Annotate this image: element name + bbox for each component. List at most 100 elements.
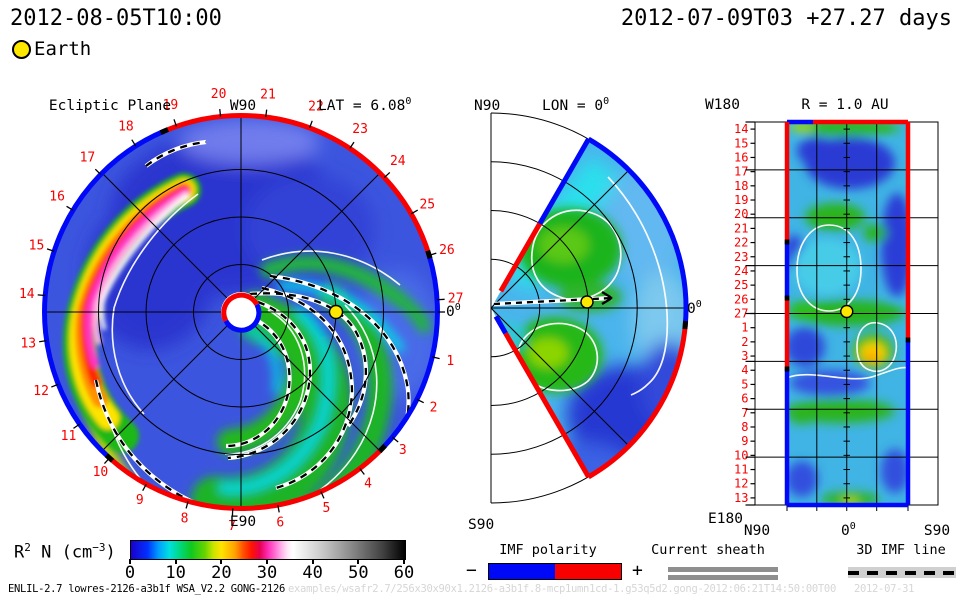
row-number: 2 (741, 335, 748, 349)
row-number: 4 (741, 363, 748, 377)
imf-polarity-title: IMF polarity (499, 542, 597, 558)
colorbar-tick (174, 559, 177, 564)
colorbar-tick-label: 10 (165, 563, 186, 583)
current-sheath-bar-2 (668, 575, 778, 580)
rotation-number: 22 (308, 100, 324, 115)
rotation-tick (383, 171, 391, 179)
colorbar-tick-label: 50 (348, 563, 369, 583)
rotation-tick (51, 383, 59, 388)
row-number: 24 (734, 264, 748, 278)
colorbar-tick (357, 559, 360, 564)
imf-negative-swatch (489, 564, 555, 579)
imf-positive-swatch (555, 564, 621, 579)
rotation-number: 16 (49, 190, 65, 205)
rotation-number: 18 (118, 119, 134, 134)
meridional-panel: N90 LON = 00 S90 00 (468, 96, 702, 533)
rotation-tick (39, 340, 47, 343)
ecliptic-polarity-rim (42, 113, 440, 511)
row-number: 23 (734, 250, 748, 264)
imf-plus-sign: + (632, 560, 643, 581)
rotation-tick (103, 457, 110, 465)
imf-line-dashes (848, 571, 956, 575)
rotation-number: 1 (446, 354, 454, 369)
row-number: 20 (734, 207, 748, 221)
rotation-tick (66, 205, 74, 211)
rotation-number: 19 (163, 98, 179, 113)
row-number: 11 (734, 463, 748, 477)
radial-title: R = 1.0 AU (801, 97, 888, 113)
row-number: 1 (741, 321, 748, 335)
row-number: 3 (741, 349, 748, 363)
rotation-number: 6 (276, 515, 284, 530)
rotation-number: 25 (419, 198, 435, 213)
radial-zero-deg-label: 00 (841, 521, 856, 539)
earth-marker-radial (840, 304, 854, 319)
colorbar-tick (266, 559, 268, 564)
rotation-number: 7 (228, 519, 236, 534)
rotation-number: 26 (439, 243, 455, 258)
watermark: examples/wsafr2.7/256x30x90x1.2126-a3b1f… (288, 583, 915, 595)
rotation-number: 21 (260, 88, 276, 103)
colorbar-gradient (130, 540, 406, 560)
rotation-number: 20 (211, 87, 227, 102)
colorbar-label: R2 N (cm−3) (14, 541, 116, 563)
rotation-tick (359, 468, 365, 475)
row-number: 19 (734, 193, 748, 207)
radial-contours (787, 224, 908, 380)
rotation-tick (416, 398, 425, 404)
rotation-tick (185, 501, 189, 509)
row-number: 5 (741, 377, 748, 391)
rotation-number: 23 (352, 122, 368, 137)
current-datetime: 2012-08-05T10:00 (10, 6, 222, 31)
rotation-number: 5 (322, 501, 330, 516)
row-number: 7 (741, 406, 748, 420)
row-number: 8 (741, 420, 748, 434)
rotation-number: 2 (430, 401, 438, 416)
radial-row-axis: 1415161718192021222324252627123456789101… (734, 121, 755, 506)
colorbar-tick-label: 40 (302, 563, 323, 583)
colorbar-tick-label: 30 (256, 563, 278, 583)
rotation-number: 24 (390, 154, 406, 169)
rotation-number: 10 (93, 465, 109, 480)
rotation-tick (432, 356, 440, 360)
imf-minus-sign: − (466, 560, 477, 581)
row-number: 25 (734, 278, 748, 292)
model-info: ENLIL-2.7 lowres-2126-a3b1f WSA_V2.2 GON… (8, 583, 285, 595)
row-number: 10 (734, 448, 748, 462)
row-number: 15 (734, 136, 748, 150)
ecliptic-w90-label: W90 (230, 98, 256, 114)
row-number: 27 (734, 307, 748, 321)
row-number: 14 (734, 122, 748, 136)
rotation-number: 14 (19, 287, 35, 302)
row-number: 17 (734, 165, 748, 179)
rotation-tick (219, 109, 222, 117)
earth-legend-icon (12, 40, 31, 59)
rotation-tick (428, 252, 437, 256)
rotation-number: 3 (399, 443, 407, 458)
rotation-number: 11 (61, 429, 77, 444)
central-meridian-ticks (843, 128, 850, 499)
row-number: 21 (734, 221, 748, 235)
rotation-tick (320, 491, 325, 499)
row-number: 6 (741, 392, 748, 406)
row-number: 13 (734, 491, 748, 505)
sun-marker (221, 292, 262, 333)
rotation-tick (308, 120, 313, 129)
meridional-lon-label: LON = 00 (542, 96, 609, 114)
rotation-tick (73, 423, 80, 429)
row-number: 18 (734, 179, 748, 193)
rotation-tick (37, 294, 46, 297)
colorbar-tick-label: 20 (211, 563, 232, 583)
imf-polarity-swatch (488, 563, 622, 580)
rotation-tick (131, 139, 137, 147)
rotation-number: 17 (80, 151, 96, 166)
colorbar-tick (311, 559, 314, 564)
rotation-tick (410, 209, 419, 215)
radial-w180-label: W180 (705, 97, 740, 113)
current-sheath-bar-1 (668, 567, 778, 572)
colorbar-tick (403, 559, 405, 564)
rotation-number: 15 (29, 239, 45, 254)
